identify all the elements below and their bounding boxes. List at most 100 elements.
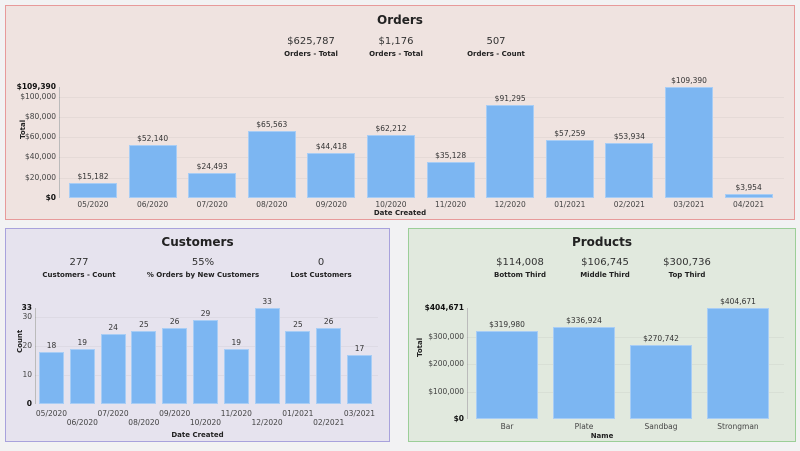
y-axis-title: Count bbox=[16, 329, 24, 353]
data-label: $44,418 bbox=[315, 141, 347, 151]
bar-11/2020 bbox=[426, 162, 475, 198]
x-tick-label: 02/2021 bbox=[313, 418, 345, 427]
bar-07/2020 bbox=[100, 334, 126, 404]
data-label: $35,128 bbox=[435, 151, 467, 161]
x-axis-title: Name bbox=[590, 432, 614, 440]
kpi-value: $106,745 bbox=[581, 257, 629, 268]
kpi-label: Orders - Count bbox=[467, 50, 525, 58]
data-label: $404,671 bbox=[720, 297, 756, 306]
kpi-middle-third: $106,745 Middle Third bbox=[540, 257, 670, 279]
x-tick-label: 10/2020 bbox=[189, 418, 222, 427]
y-tick-label: 0 bbox=[26, 399, 32, 408]
bar-Plate bbox=[553, 326, 615, 419]
y-tick-label: 30 bbox=[22, 311, 32, 321]
x-tick-label: 11/2020 bbox=[435, 200, 467, 209]
gridline bbox=[59, 177, 785, 179]
x-tick-label: 09/2020 bbox=[315, 200, 347, 209]
x-tick-label: 06/2020 bbox=[66, 418, 98, 427]
data-label: 24 bbox=[108, 323, 118, 333]
y-axis-line bbox=[59, 87, 60, 198]
x-tick-label: 07/2020 bbox=[97, 409, 129, 418]
kpi-bottom-third: $114,008 Bottom Third bbox=[455, 257, 585, 279]
bar-02/2021 bbox=[605, 143, 654, 198]
bar-11/2020 bbox=[223, 348, 249, 404]
data-label: $24,493 bbox=[196, 162, 228, 172]
x-tick-label: 01/2021 bbox=[282, 409, 314, 418]
x-tick-label: 03/2021 bbox=[343, 409, 376, 418]
data-label: $65,563 bbox=[256, 120, 288, 130]
bar-06/2020 bbox=[128, 145, 177, 198]
y-tick-label: $109,390 bbox=[16, 82, 56, 91]
x-tick-label: 03/2021 bbox=[673, 200, 705, 209]
gridline bbox=[467, 336, 784, 338]
x-tick-label: 08/2020 bbox=[128, 418, 160, 427]
bar-08/2020 bbox=[247, 131, 296, 198]
x-tick-label: 08/2020 bbox=[256, 200, 288, 209]
kpi-value: 55% bbox=[191, 257, 215, 268]
x-tick-label: Plate bbox=[574, 422, 594, 431]
bar-Bar bbox=[476, 331, 538, 419]
y-tick-label: 10 bbox=[22, 369, 32, 379]
data-label: $52,140 bbox=[137, 134, 169, 144]
bar-09/2020 bbox=[162, 328, 188, 404]
data-label: $336,924 bbox=[566, 315, 602, 325]
x-tick-label: 12/2020 bbox=[494, 200, 526, 209]
kpi-label: % Orders by New Customers bbox=[146, 271, 260, 279]
y-tick-label: 20 bbox=[22, 340, 32, 350]
gridline bbox=[59, 96, 785, 98]
bar-04/2021 bbox=[724, 193, 773, 198]
bar-05/2020 bbox=[39, 351, 64, 404]
kpi-value: $1,176 bbox=[378, 36, 414, 47]
data-label: $319,980 bbox=[489, 320, 525, 330]
kpi--orders-by-new-customers: 55% % Orders by New Customers bbox=[138, 257, 268, 279]
kpi-top-third: $300,736 Top Third bbox=[622, 257, 752, 279]
data-label: $15,182 bbox=[77, 171, 109, 181]
kpi-value: 277 bbox=[69, 257, 89, 268]
y-tick-label: $60,000 bbox=[24, 132, 56, 142]
y-tick-label: $0 bbox=[45, 193, 56, 202]
data-label: 29 bbox=[200, 308, 211, 318]
kpi-customers-count: 277 Customers - Count bbox=[14, 257, 144, 279]
bar-07/2020 bbox=[188, 173, 237, 198]
kpi-orders-count: 507 Orders - Count bbox=[431, 36, 561, 58]
x-tick-label: 07/2020 bbox=[196, 200, 228, 209]
kpi-label: Lost Customers bbox=[290, 271, 352, 279]
kpi-orders-total: $1,176 Orders - Total bbox=[331, 36, 461, 58]
kpi-value: 0 bbox=[317, 257, 325, 268]
bar-12/2020 bbox=[254, 308, 280, 404]
data-label: $91,295 bbox=[494, 94, 526, 104]
gridline bbox=[35, 316, 378, 318]
kpi-label: Bottom Third bbox=[494, 271, 546, 279]
bar-03/2021 bbox=[665, 87, 713, 198]
bar-12/2020 bbox=[486, 105, 535, 198]
bar-02/2021 bbox=[316, 328, 342, 404]
kpi-value: 507 bbox=[486, 36, 506, 47]
kpi-value: $114,008 bbox=[496, 257, 544, 268]
kpi-value: $300,736 bbox=[663, 257, 711, 268]
x-tick-label: 05/2020 bbox=[35, 409, 68, 418]
data-label: 33 bbox=[262, 297, 272, 306]
x-tick-label: Strongman bbox=[717, 422, 759, 431]
data-label: 25 bbox=[139, 320, 149, 330]
y-tick-label: $20,000 bbox=[24, 172, 56, 182]
bar-05/2020 bbox=[69, 182, 117, 198]
bar-01/2021 bbox=[285, 331, 311, 404]
data-label: $3,954 bbox=[735, 182, 762, 192]
products-title: Products bbox=[571, 235, 633, 249]
customers-title: Customers bbox=[161, 235, 234, 249]
x-axis-title: Date Created bbox=[171, 431, 224, 439]
x-tick-label: 06/2020 bbox=[137, 200, 169, 209]
data-label: 26 bbox=[169, 317, 180, 327]
kpi-label: Customers - Count bbox=[42, 271, 116, 279]
gridline bbox=[59, 137, 785, 139]
kpi-value: $625,787 bbox=[287, 36, 335, 47]
y-tick-label: $300,000 bbox=[428, 331, 464, 341]
data-label: $270,742 bbox=[643, 333, 679, 343]
gridline bbox=[59, 157, 785, 159]
y-tick-label: $100,000 bbox=[20, 91, 56, 101]
x-tick-label: 10/2020 bbox=[375, 200, 407, 209]
data-label: $57,259 bbox=[554, 128, 586, 138]
x-tick-label: 05/2020 bbox=[77, 200, 109, 209]
data-label: 25 bbox=[293, 320, 303, 330]
y-tick-label: $0 bbox=[453, 414, 464, 423]
